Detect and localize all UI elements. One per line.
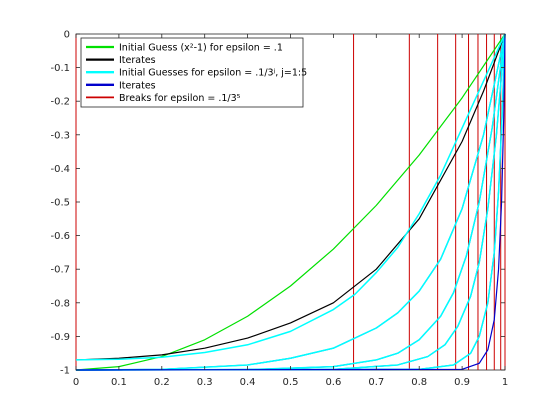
- series-line-0: [75, 33, 506, 371]
- series-line-4: [75, 33, 506, 371]
- y-tick-label-9: -0.9: [50, 332, 70, 343]
- x-tick-label-9: 0.9: [454, 377, 470, 388]
- y-tick-label-3: -0.3: [50, 130, 70, 141]
- x-tick-label-3: 0.3: [197, 377, 213, 388]
- x-tick-label-6: 0.6: [325, 377, 341, 388]
- x-tick-label-5: 0.5: [283, 377, 299, 388]
- legend-entry-0: Initial Guess (x²-1) for epsilon = .1: [119, 43, 283, 54]
- y-tick-label-0: 0: [64, 30, 70, 41]
- y-tick-label-8: -0.8: [50, 298, 70, 309]
- legend-box: [80, 37, 304, 108]
- x-tick-label-7: 0.7: [368, 377, 384, 388]
- tick-labels: 0 0.1 0.2 0.3 0.4 0.5 0.6 0.7 0.8 0.9 1 0 -0.1 -0.2 -0…: [50, 30, 508, 389]
- legend-entry-1: Iterates: [119, 55, 156, 66]
- legend-entry-4: Breaks for epsilon = .1/3⁵: [119, 93, 241, 104]
- y-tick-label-4: -0.4: [50, 164, 70, 175]
- series-line-2: [75, 33, 506, 361]
- series-layer: [75, 33, 506, 371]
- x-tick-label-0: 0: [73, 377, 79, 388]
- y-tick-label-5: -0.5: [50, 198, 70, 209]
- series-line-10: [75, 33, 506, 371]
- x-tick-label-8: 0.8: [411, 377, 427, 388]
- series-line-1: [75, 33, 506, 361]
- x-tick-label-10: 1: [502, 377, 508, 388]
- x-tick-label-2: 0.2: [154, 377, 170, 388]
- x-tick-label-4: 0.4: [240, 377, 256, 388]
- y-tick-label-7: -0.7: [50, 265, 70, 276]
- y-tick-label-6: -0.6: [50, 231, 70, 242]
- axes-ticks: [75, 33, 506, 371]
- legend-entry-3: Iterates: [119, 80, 156, 91]
- series-line-6: [75, 33, 506, 371]
- legend: Initial Guess (x²-1) for epsilon = .1Ite…: [80, 37, 307, 108]
- y-tick-label-1: -0.1: [50, 63, 70, 74]
- series-line-11: [75, 33, 506, 371]
- y-tick-label-2: -0.2: [50, 97, 70, 108]
- legend-entry-2: Initial Guesses for epsilon = .1/3ʲ, j=1…: [119, 68, 307, 79]
- y-tick-label-10: -1: [60, 366, 70, 377]
- x-tick-label-1: 0.1: [111, 377, 127, 388]
